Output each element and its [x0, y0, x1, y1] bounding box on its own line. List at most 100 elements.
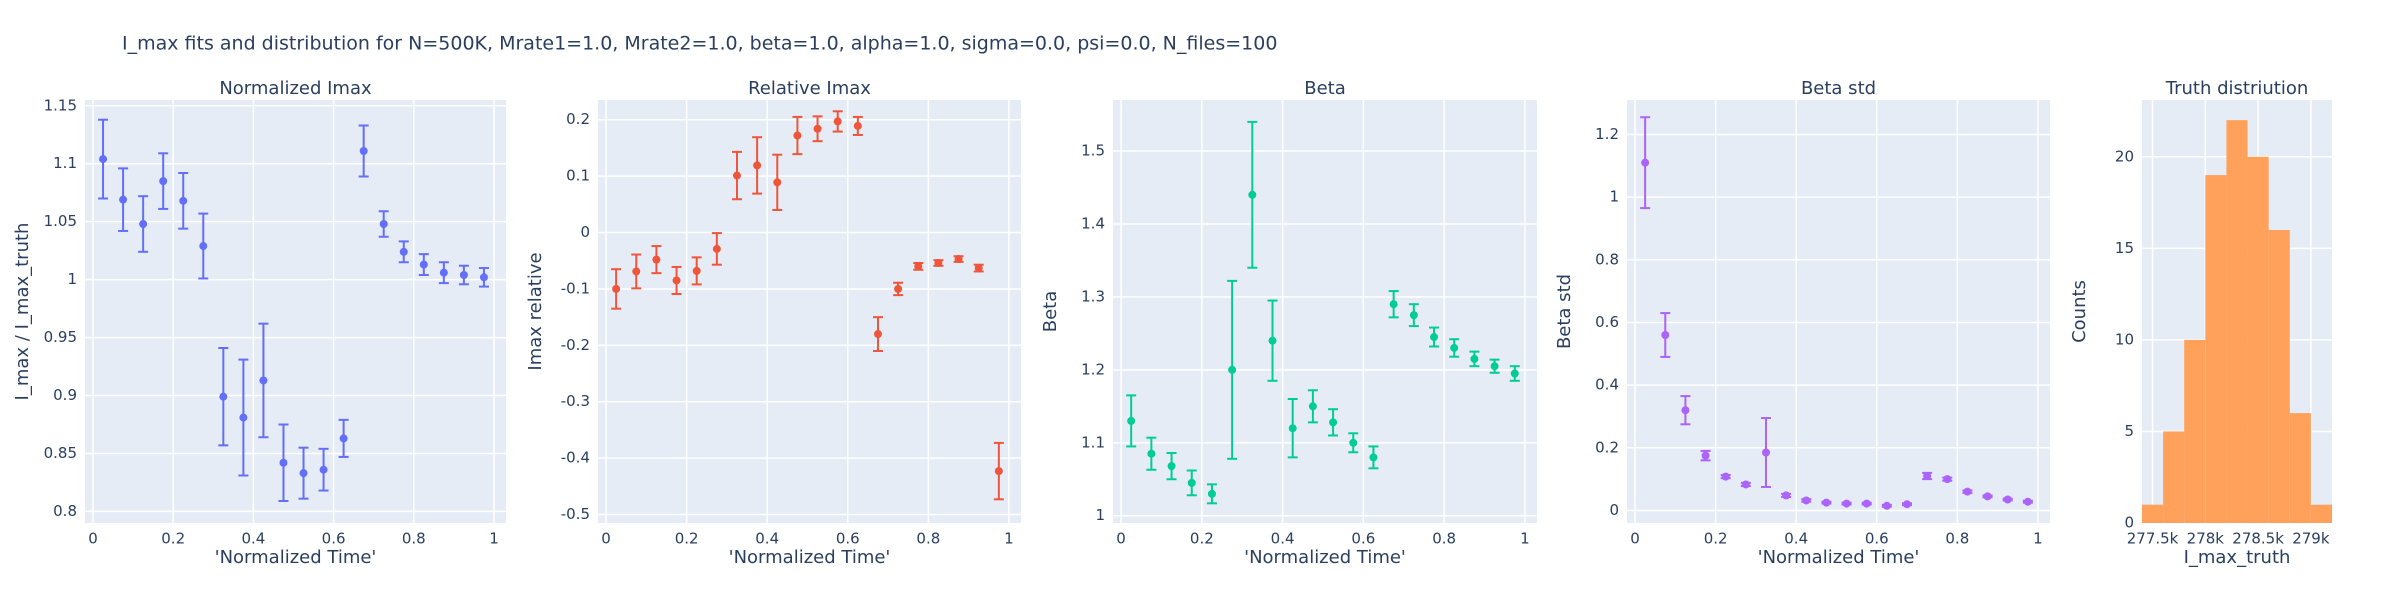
plot-area	[85, 100, 506, 523]
x-tick-label: 0	[88, 530, 98, 548]
histogram-bar	[2142, 504, 2164, 523]
data-point	[119, 195, 128, 204]
x-tick-label: 0.8	[402, 530, 426, 548]
data-point	[219, 392, 228, 401]
x-tick-label: 0.2	[1190, 530, 1214, 548]
data-point	[1167, 462, 1176, 471]
data-point	[199, 242, 208, 251]
data-point	[1228, 365, 1237, 374]
data-point	[479, 273, 488, 282]
plot-area	[1627, 100, 2050, 523]
y-tick-label: 0.8	[53, 502, 77, 520]
data-point	[1510, 369, 1519, 378]
data-point	[732, 171, 741, 180]
data-point	[1308, 402, 1317, 411]
x-tick-label: 0.4	[755, 530, 779, 548]
x-tick-label: 1	[1004, 530, 1014, 548]
x-axis-title: 'Normalized Time'	[1758, 547, 1920, 568]
subplot: Beta 'Normalized Time' Beta 1 1.1 1.2 1.3 1.4 1.…	[1040, 78, 1537, 568]
y-tick-label: 1.1	[1081, 433, 1105, 451]
data-point	[934, 258, 943, 267]
data-point	[1661, 331, 1670, 339]
data-point	[632, 267, 641, 276]
y-tick-label: -0.4	[561, 449, 590, 467]
y-tick-label: 0	[580, 223, 590, 241]
x-tick-label: 278.5k	[2232, 530, 2284, 548]
y-tick-label: 0.1	[566, 167, 590, 185]
y-tick-label: 0.4	[1595, 376, 1619, 394]
subplot-title: Normalized Imax	[219, 78, 372, 99]
x-tick-label: 0.4	[1271, 530, 1295, 548]
data-point	[1963, 487, 1972, 496]
x-tick-label: 0.4	[1784, 530, 1808, 548]
y-tick-label: -0.2	[561, 336, 590, 354]
histogram-bar	[2247, 156, 2269, 523]
subplot: Truth distriution I_max_truth Counts 0 5 10 15…	[2069, 78, 2332, 568]
x-tick-label: 0.8	[916, 530, 940, 548]
y-tick-label: -0.3	[561, 392, 590, 410]
y-tick-label: 1.15	[44, 96, 77, 114]
x-tick-label: 0.8	[1945, 530, 1969, 548]
data-point	[994, 467, 1003, 476]
data-point	[1701, 451, 1710, 460]
x-tick-label: 0.2	[161, 530, 185, 548]
subplot-title: Beta std	[1801, 78, 1876, 99]
data-point	[1842, 499, 1851, 508]
data-point	[873, 330, 882, 339]
data-point	[1902, 500, 1911, 509]
y-tick-label: 20	[2115, 147, 2134, 165]
data-point	[1369, 453, 1378, 462]
y-tick-label: 0.2	[566, 110, 590, 128]
data-point	[853, 121, 862, 130]
x-tick-label: 0.2	[675, 530, 699, 548]
x-axis-title: 'Normalized Time'	[215, 547, 377, 568]
data-point	[1943, 475, 1952, 484]
data-point	[2003, 495, 2012, 504]
data-point	[139, 220, 148, 229]
data-point	[672, 276, 681, 285]
x-tick-label: 0.6	[836, 530, 860, 548]
data-point	[914, 262, 923, 271]
x-tick-label: 0	[601, 530, 611, 548]
x-tick-label: 0	[1630, 530, 1640, 548]
data-point	[1641, 158, 1650, 167]
histogram-bar	[2205, 175, 2227, 523]
y-tick-label: 5	[2124, 422, 2134, 440]
subplot-title: Beta	[1304, 78, 1346, 99]
y-tick-label: 1.4	[1081, 214, 1105, 232]
data-point	[359, 146, 368, 155]
x-tick-label: 0.2	[1704, 530, 1728, 548]
data-point	[612, 284, 621, 293]
x-axis-title: 'Normalized Time'	[1244, 547, 1406, 568]
data-point	[1187, 478, 1196, 487]
y-tick-label: 0.85	[44, 444, 77, 462]
x-tick-label: 1	[2033, 530, 2043, 548]
data-point	[813, 124, 822, 133]
y-tick-label: -0.5	[561, 505, 590, 523]
data-point	[1389, 300, 1398, 309]
data-point	[1248, 190, 1257, 199]
data-point	[1721, 472, 1730, 481]
data-point	[1207, 489, 1216, 498]
data-point	[299, 469, 308, 478]
data-point	[974, 264, 983, 273]
data-point	[1822, 498, 1831, 507]
data-point	[1127, 416, 1136, 425]
data-point	[1147, 449, 1156, 458]
data-point	[319, 465, 328, 474]
y-tick-label: 1	[1609, 188, 1619, 206]
x-tick-label: 0.6	[322, 530, 346, 548]
data-point	[399, 247, 408, 256]
x-tick-label: 277.5k	[2127, 530, 2179, 548]
y-tick-label: 1.2	[1595, 125, 1619, 143]
x-tick-label: 0.8	[1432, 530, 1456, 548]
data-point	[1923, 472, 1932, 480]
data-point	[419, 260, 428, 269]
data-point	[1761, 448, 1770, 457]
data-point	[1268, 336, 1277, 345]
data-point	[833, 117, 842, 126]
plot-area	[598, 100, 1021, 523]
y-tick-label: 15	[2115, 239, 2134, 257]
data-point	[1983, 492, 1992, 501]
